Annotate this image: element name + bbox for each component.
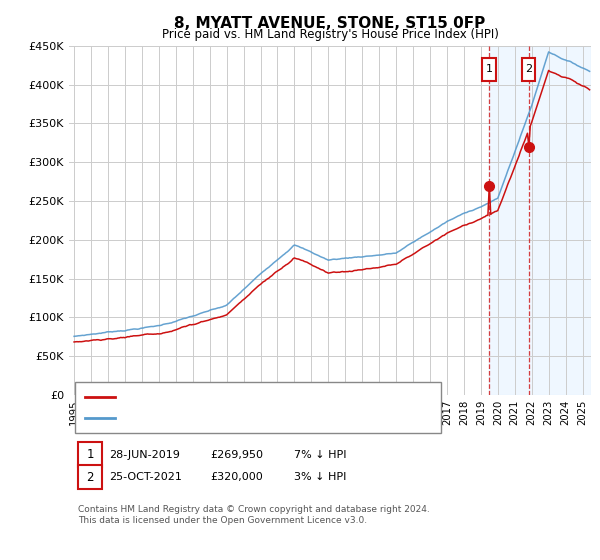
- Text: 1: 1: [86, 448, 94, 461]
- FancyBboxPatch shape: [482, 58, 496, 81]
- Text: HPI: Average price, detached house, Stafford: HPI: Average price, detached house, Staf…: [120, 413, 355, 423]
- Text: 2: 2: [525, 64, 532, 74]
- Text: £269,950: £269,950: [210, 450, 263, 460]
- Text: 3% ↓ HPI: 3% ↓ HPI: [294, 472, 346, 482]
- FancyBboxPatch shape: [522, 58, 535, 81]
- Text: 25-OCT-2021: 25-OCT-2021: [109, 472, 182, 482]
- Text: 8, MYATT AVENUE, STONE, ST15 0FP (detached house): 8, MYATT AVENUE, STONE, ST15 0FP (detach…: [120, 392, 403, 402]
- Text: 8, MYATT AVENUE, STONE, ST15 0FP: 8, MYATT AVENUE, STONE, ST15 0FP: [175, 16, 485, 31]
- Text: 28-JUN-2019: 28-JUN-2019: [109, 450, 180, 460]
- Text: 2: 2: [86, 470, 94, 484]
- Text: 1: 1: [485, 64, 493, 74]
- Bar: [489, 46, 591, 395]
- Text: 7% ↓ HPI: 7% ↓ HPI: [294, 450, 347, 460]
- Text: Price paid vs. HM Land Registry's House Price Index (HPI): Price paid vs. HM Land Registry's House …: [161, 28, 499, 41]
- Text: Contains HM Land Registry data © Crown copyright and database right 2024.
This d: Contains HM Land Registry data © Crown c…: [78, 505, 430, 525]
- Text: £320,000: £320,000: [210, 472, 263, 482]
